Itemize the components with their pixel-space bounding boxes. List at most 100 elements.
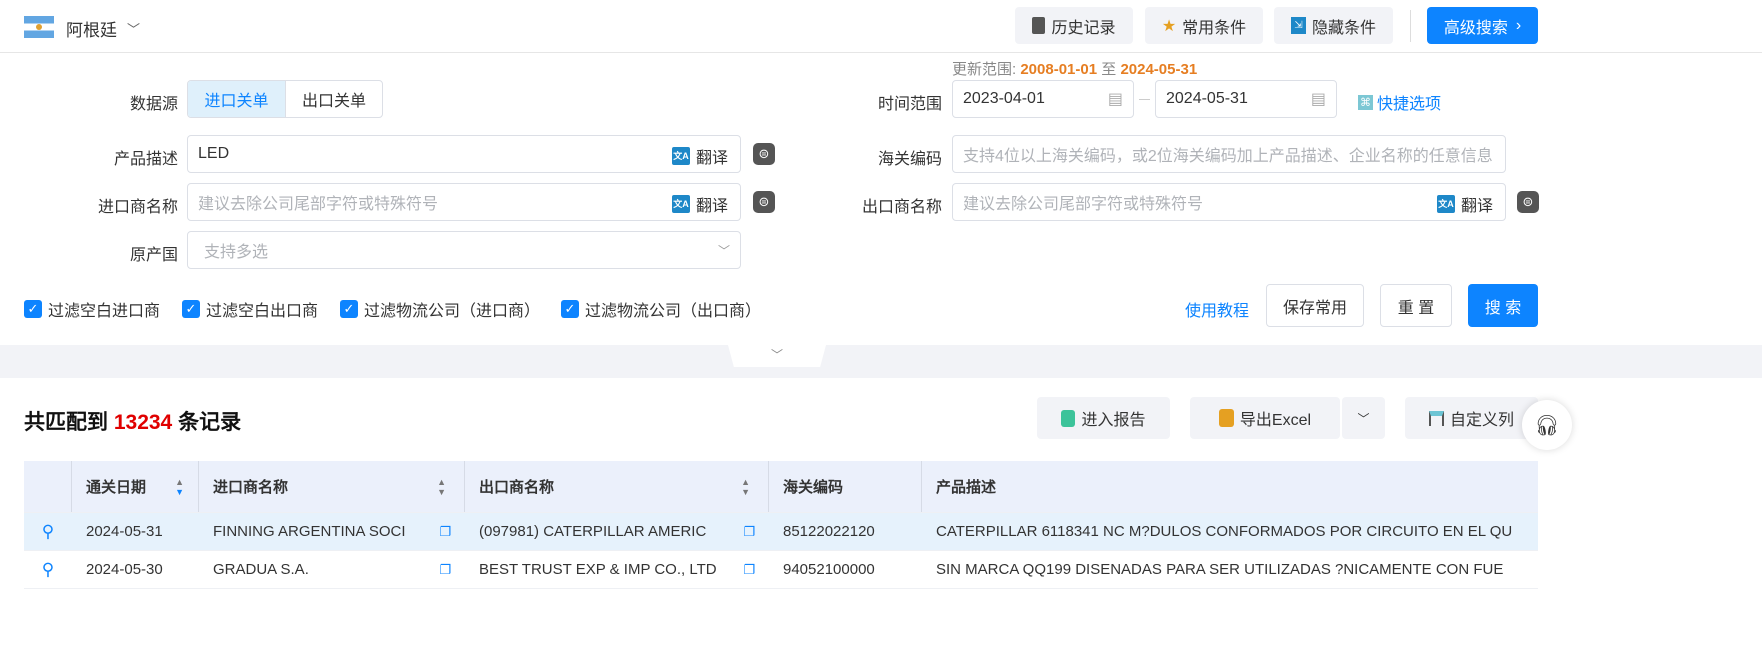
sort-icon[interactable]: ▲ ▼ (741, 476, 750, 497)
time-label: 时间范围 (877, 96, 942, 113)
result-count: 共匹配到 13234 条记录 (24, 406, 241, 436)
history-label: 历史记录 (1051, 19, 1116, 37)
country-selector[interactable]: 阿根廷 ﹀ (66, 16, 140, 41)
filter-logistics-importer-checkbox[interactable]: ✓ 过滤物流公司（进口商） (340, 297, 540, 321)
quick-label: 快捷选项 (1377, 96, 1442, 113)
report-icon (1061, 409, 1076, 427)
translate-button[interactable]: 文A 翻译 (671, 144, 728, 168)
hide-label: 隐藏条件 (1311, 19, 1376, 37)
cell-description: CATERPILLAR 6118341 NC M?DULOS CONFORMAD… (936, 523, 1513, 540)
checkbox-label: 过滤空白出口商 (206, 303, 319, 320)
date-separator (1139, 99, 1150, 100)
cell-hs-code: 94052100000 (783, 561, 875, 578)
reset-button[interactable]: 重 置 (1380, 284, 1452, 327)
search-button[interactable]: 搜 索 (1468, 284, 1538, 327)
copy-icon[interactable]: ❐ (743, 561, 755, 577)
translate-icon: 文A (1436, 195, 1455, 213)
sort-icon[interactable]: ▲ ▼ (175, 476, 184, 497)
search-mode-icon[interactable]: ⊜ (753, 191, 775, 213)
custom-label: 自定义列 (1449, 412, 1514, 429)
report-button[interactable]: 进入报告 (1037, 397, 1170, 439)
custom-columns-button[interactable]: 自定义列 (1405, 397, 1538, 439)
checkbox-label: 过滤空白进口商 (48, 303, 161, 320)
translate-button[interactable]: 文A 翻译 (1436, 192, 1493, 216)
sort-icon[interactable]: ▲ ▼ (437, 476, 446, 497)
translate-label: 翻译 (695, 150, 728, 167)
calendar-icon: ▤ (1107, 91, 1123, 108)
header-date[interactable]: 通关日期 ▲ ▼ (72, 461, 199, 512)
date-end-input[interactable]: 2024-05-31 ▤ (1155, 80, 1337, 118)
update-range: 更新范围: 2008-01-01 至 2024-05-31 (952, 58, 1197, 79)
date-end-value: 2024-05-31 (1166, 90, 1248, 107)
copy-icon[interactable]: ❐ (743, 523, 755, 539)
origin-select[interactable]: 支持多选 ﹀ (187, 231, 741, 269)
column-label: 通关日期 (86, 479, 147, 496)
save-favorite-button[interactable]: 保存常用 (1266, 284, 1364, 327)
quick-options-link[interactable]: ⌘ 快捷选项 (1358, 90, 1441, 114)
update-start: 2008-01-01 (1020, 61, 1098, 78)
advanced-search-button[interactable]: 高级搜索 › (1427, 7, 1538, 44)
cell-date: 2024-05-31 (86, 523, 163, 540)
header-action (24, 461, 72, 512)
copy-icon[interactable]: ❐ (439, 523, 451, 539)
header-exporter[interactable]: 出口商名称 ▲ ▼ (465, 461, 769, 512)
tutorial-link[interactable]: 使用教程 (1185, 303, 1250, 320)
cell-exporter: BEST TRUST EXP & IMP CO., LTD ❐ (465, 551, 769, 588)
product-input[interactable]: LED 文A 翻译 (187, 135, 741, 173)
origin-label: 原产国 (129, 247, 178, 264)
importer-placeholder: 建议去除公司尾部字符或特殊符号 (198, 196, 439, 213)
exporter-input[interactable]: 建议去除公司尾部字符或特殊符号 文A 翻译 (952, 183, 1506, 221)
search-mode-icon[interactable]: ⊜ (753, 143, 775, 165)
search-icon[interactable]: ⚲ (41, 521, 55, 541)
importer-text: FINNING ARGENTINA SOCI (213, 523, 406, 540)
product-label: 产品描述 (113, 151, 178, 168)
history-button[interactable]: 历史记录 (1015, 7, 1133, 44)
column-label: 产品描述 (936, 479, 997, 496)
favorites-label: 常用条件 (1182, 19, 1247, 37)
copy-icon[interactable]: ❐ (439, 561, 451, 577)
header-importer[interactable]: 进口商名称 ▲ ▼ (199, 461, 465, 512)
export-excel-button[interactable]: 导出Excel (1190, 397, 1340, 439)
exporter-text: (097981) CATERPILLAR AMERIC (479, 523, 707, 540)
filter-blank-exporter-checkbox[interactable]: ✓ 过滤空白出口商 (182, 297, 318, 321)
star-icon: ★ (1161, 17, 1177, 35)
translate-button[interactable]: 文A 翻译 (671, 192, 728, 216)
check-icon: ✓ (340, 300, 358, 318)
favorites-button[interactable]: ★ 常用条件 (1145, 7, 1263, 44)
checkbox-label: 过滤物流公司（进口商） (364, 303, 541, 320)
filter-logistics-exporter-checkbox[interactable]: ✓ 过滤物流公司（出口商） (561, 297, 761, 321)
export-tab[interactable]: 出口关单 (285, 81, 382, 117)
advanced-label: 高级搜索 (1443, 19, 1508, 37)
import-tab[interactable]: 进口关单 (188, 81, 285, 117)
column-label: 进口商名称 (213, 479, 289, 496)
top-bar (0, 0, 1762, 53)
origin-placeholder: 支持多选 (204, 244, 269, 261)
expand-toggle[interactable]: ﹀ (728, 345, 826, 367)
country-label: 阿根廷 (66, 21, 117, 40)
importer-input[interactable]: 建议去除公司尾部字符或特殊符号 文A 翻译 (187, 183, 741, 221)
filter-blank-importer-checkbox[interactable]: ✓ 过滤空白进口商 (24, 297, 160, 321)
source-label: 数据源 (129, 96, 178, 113)
cell-importer: FINNING ARGENTINA SOCI ❐ (199, 513, 465, 550)
export-dropdown-button[interactable]: ﹀ (1342, 397, 1385, 439)
source-toggle: 进口关单 出口关单 (187, 80, 383, 118)
divider (1410, 10, 1411, 42)
search-mode-icon[interactable]: ⊜ (1517, 191, 1539, 213)
calendar-icon: ▤ (1310, 91, 1326, 108)
hs-input[interactable]: 支持4位以上海关编码，或2位海关编码加上产品描述、企业名称的任意信息 (952, 135, 1506, 173)
table-header: 通关日期 ▲ ▼ 进口商名称 ▲ ▼ 出口商名称 ▲ ▼ 海关编码 产品描述 (24, 461, 1538, 513)
customer-service-icon[interactable]: 🎧︎ (1522, 400, 1572, 450)
date-start-input[interactable]: 2023-04-01 ▤ (952, 80, 1134, 118)
table-row[interactable]: ⚲ 2024-05-31 FINNING ARGENTINA SOCI ❐ (09… (24, 513, 1538, 551)
check-icon: ✓ (24, 300, 42, 318)
search-icon[interactable]: ⚲ (41, 559, 55, 579)
chevron-down-icon: ﹀ (127, 22, 141, 37)
hide-conditions-button[interactable]: ⇲ 隐藏条件 (1274, 7, 1393, 44)
table-row[interactable]: ⚲ 2024-05-30 GRADUA S.A. ❐ BEST TRUST EXP… (24, 551, 1538, 589)
exporter-placeholder: 建议去除公司尾部字符或特殊符号 (963, 196, 1204, 213)
result-number: 13234 (113, 411, 173, 434)
translate-icon: 文A (671, 195, 690, 213)
chevron-down-icon: ﹀ (1357, 411, 1370, 426)
hs-label: 海关编码 (877, 151, 942, 168)
checkbox-label: 过滤物流公司（出口商） (585, 303, 762, 320)
